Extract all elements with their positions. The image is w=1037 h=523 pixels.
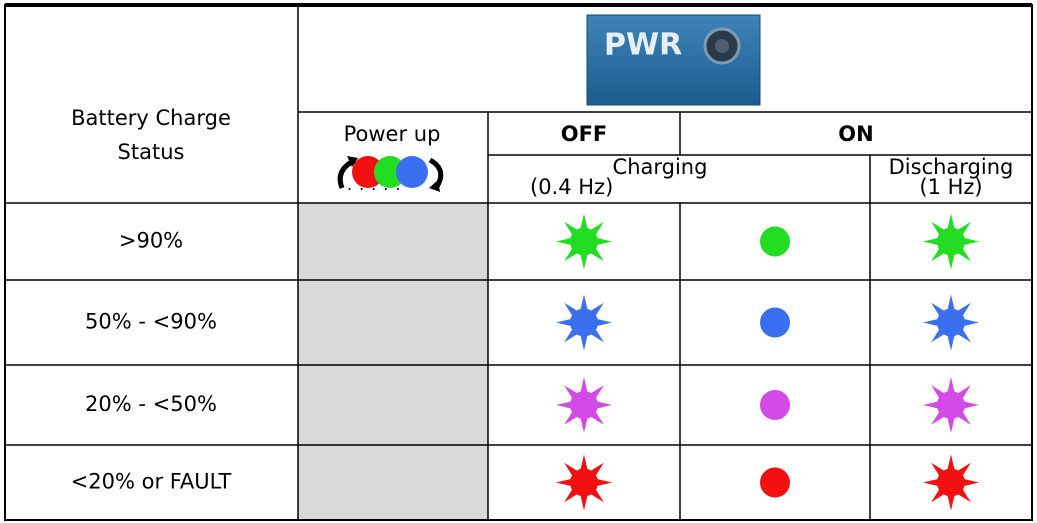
- header-text: OFF: [561, 122, 608, 146]
- header-text: Discharging: [889, 155, 1014, 179]
- led-blink-icon: [937, 391, 965, 419]
- led-blink-icon: [937, 308, 965, 337]
- led-blink-icon: [937, 227, 965, 256]
- pwr-button: PWR: [586, 14, 761, 106]
- button-knob-center: [715, 39, 729, 53]
- icon-dot: [374, 156, 406, 188]
- header-text: Battery Charge: [71, 106, 231, 130]
- power-up-icon: ·····: [337, 156, 444, 199]
- led-blink-icon: [556, 454, 612, 511]
- header-text: Power up: [344, 122, 441, 146]
- led-blink-icon: [570, 227, 598, 256]
- icon-dot: [396, 156, 428, 188]
- row-label: >90%: [119, 229, 183, 253]
- led-blink-icon: [556, 294, 612, 351]
- led-solid-icon: [760, 226, 790, 257]
- led-blink-icon: [923, 454, 979, 511]
- led-blink-icon: [923, 377, 979, 433]
- led-blink-icon: [556, 377, 612, 433]
- icon-dot: [352, 156, 384, 188]
- led-blink-icon: [937, 468, 965, 497]
- led-solid-icon: [760, 467, 790, 498]
- header-text: (0.4 Hz): [530, 175, 613, 199]
- led-blink-icon: [570, 391, 598, 419]
- icon-arrow: [347, 156, 358, 167]
- header-text: ON: [838, 122, 873, 146]
- icon-arrow: [429, 180, 440, 192]
- led-blink-icon: [570, 468, 598, 497]
- led-blink-icon: [923, 213, 979, 270]
- led-table: PWR Battery Charge Status Power up OFF O…: [4, 3, 1033, 521]
- led-blink-icon: [570, 308, 598, 337]
- button-label: PWR: [604, 28, 682, 63]
- led-solid-icon: [760, 390, 790, 420]
- led-solid-icon: [760, 307, 790, 338]
- header-text: (1 Hz): [919, 175, 982, 199]
- empty-cells: [298, 203, 488, 520]
- row-label: 50% - <90%: [85, 310, 217, 334]
- header-text: Status: [118, 140, 185, 164]
- row-label: 20% - <50%: [85, 392, 217, 416]
- header-text: Charging: [613, 155, 708, 179]
- led-blink-icon: [556, 213, 612, 270]
- row-label: <20% or FAULT: [71, 470, 232, 494]
- icon-dots: ·····: [347, 180, 407, 199]
- led-blink-icon: [923, 294, 979, 351]
- rows: >90% 50% - <90% 20% - <50% <20% or FAULT: [71, 213, 979, 511]
